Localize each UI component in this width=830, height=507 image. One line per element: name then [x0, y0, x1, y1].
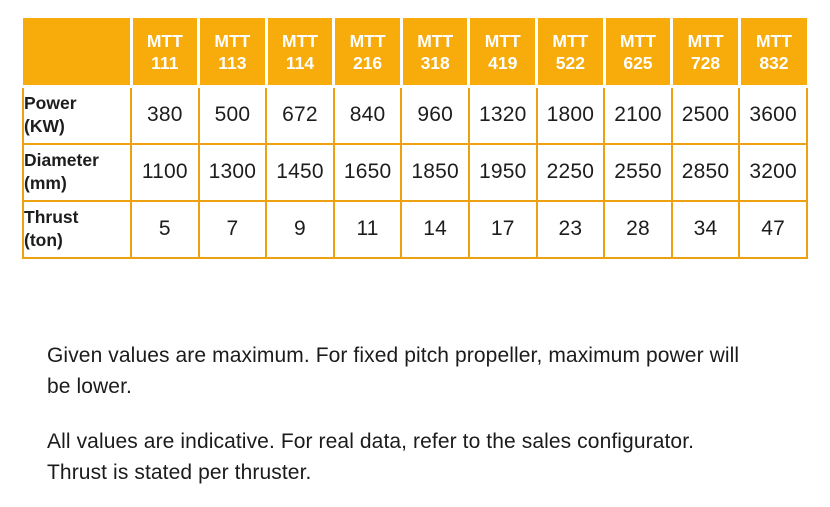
value-cell: 47 — [738, 199, 808, 259]
model-brand: MTT — [619, 30, 656, 51]
model-number: 832 — [759, 52, 789, 73]
value-cell: 17 — [467, 199, 538, 259]
column-header-mtt-625: MTT 625 — [602, 18, 672, 88]
model-number: 419 — [488, 52, 518, 73]
value-cell: 840 — [332, 85, 403, 145]
value-cell: 500 — [197, 85, 268, 145]
value-cell: 34 — [670, 199, 741, 259]
value-cell: 2250 — [535, 142, 606, 202]
value-cell: 1100 — [130, 142, 200, 202]
value-cell: 9 — [265, 199, 335, 259]
model-brand: MTT — [552, 30, 589, 51]
value-cell: 672 — [265, 85, 335, 145]
row-label-line1: Power — [24, 93, 77, 114]
note-line: All values are indicative. For real data… — [47, 430, 695, 453]
value-cell: 1450 — [265, 142, 335, 202]
column-header-mtt-522: MTT 522 — [535, 18, 605, 88]
note-maximum-values: Given values are maximum. For fixed pitc… — [47, 340, 792, 402]
value-cell: 2100 — [603, 85, 673, 145]
model-brand: MTT — [282, 30, 318, 51]
model-brand: MTT — [755, 30, 792, 51]
note-indicative-values: All values are indicative. For real data… — [47, 426, 792, 488]
value-cell: 1320 — [467, 85, 538, 145]
table-header-row: MTT 111 MTT 113 MTT 114 MTT 216 MTT 31 — [23, 18, 807, 88]
model-brand: MTT — [687, 30, 724, 51]
value-cell: 960 — [400, 85, 470, 145]
model-number: 114 — [285, 52, 315, 73]
note-line: be lower. — [47, 375, 132, 398]
note-line: Given values are maximum. For fixed pitc… — [47, 344, 740, 367]
note-line: Thrust is stated per thruster. — [47, 461, 312, 484]
value-cell: 1850 — [400, 142, 470, 202]
model-number: 728 — [690, 52, 721, 73]
corner-cell — [23, 18, 131, 88]
row-label-line2: (KW) — [24, 116, 65, 137]
model-number: 113 — [218, 52, 247, 73]
model-brand: MTT — [484, 30, 521, 51]
model-brand: MTT — [349, 30, 386, 51]
model-number: 625 — [623, 52, 653, 73]
thruster-spec-table: MTT 111 MTT 113 MTT 114 MTT 216 MTT 31 — [22, 18, 808, 259]
value-cell: 1800 — [535, 85, 606, 145]
column-header-mtt-111: MTT 111 — [129, 18, 199, 88]
model-number: 522 — [555, 52, 585, 73]
value-cell: 5 — [130, 199, 200, 259]
value-cell: 1300 — [197, 142, 268, 202]
value-cell: 3600 — [738, 85, 808, 145]
table-row-thrust: Thrust (ton) 5 7 9 11 14 17 23 28 34 47 — [22, 199, 808, 259]
row-label-line2: (ton) — [24, 230, 63, 250]
value-cell: 2850 — [670, 142, 741, 202]
model-number: 216 — [352, 52, 383, 73]
table-row-power: Power (KW) 380 500 672 840 960 1320 1800… — [22, 85, 808, 145]
row-label-thrust: Thrust (ton) — [22, 199, 132, 259]
column-header-mtt-318: MTT 318 — [399, 18, 469, 88]
row-label-line2: (mm) — [24, 173, 67, 193]
table-row-diameter: Diameter (mm) 1100 1300 1450 1650 1850 1… — [22, 142, 808, 202]
model-brand: MTT — [214, 30, 251, 51]
column-header-mtt-728: MTT 728 — [670, 18, 740, 88]
value-cell: 2500 — [670, 85, 741, 145]
column-header-mtt-419: MTT 419 — [467, 18, 537, 88]
column-header-mtt-113: MTT 113 — [197, 18, 267, 88]
model-number: 111 — [151, 52, 179, 73]
row-label-power: Power (KW) — [22, 85, 132, 145]
value-cell: 2550 — [603, 142, 673, 202]
value-cell: 11 — [332, 199, 403, 259]
row-label-line1: Diameter — [24, 150, 99, 170]
value-cell: 3200 — [738, 142, 808, 202]
model-brand: MTT — [417, 30, 454, 51]
value-cell: 23 — [535, 199, 606, 259]
model-brand: MTT — [146, 30, 183, 51]
value-cell: 1950 — [467, 142, 538, 202]
column-header-mtt-114: MTT 114 — [264, 18, 334, 88]
column-header-mtt-216: MTT 216 — [332, 18, 402, 88]
value-cell: 7 — [197, 199, 268, 259]
model-number: 318 — [420, 52, 450, 73]
value-cell: 1650 — [332, 142, 403, 202]
value-cell: 380 — [130, 85, 200, 145]
row-label-line1: Thrust — [24, 207, 79, 227]
column-header-mtt-832: MTT 832 — [737, 18, 807, 88]
row-label-diameter: Diameter (mm) — [22, 142, 132, 202]
value-cell: 28 — [603, 199, 673, 259]
value-cell: 14 — [400, 199, 470, 259]
